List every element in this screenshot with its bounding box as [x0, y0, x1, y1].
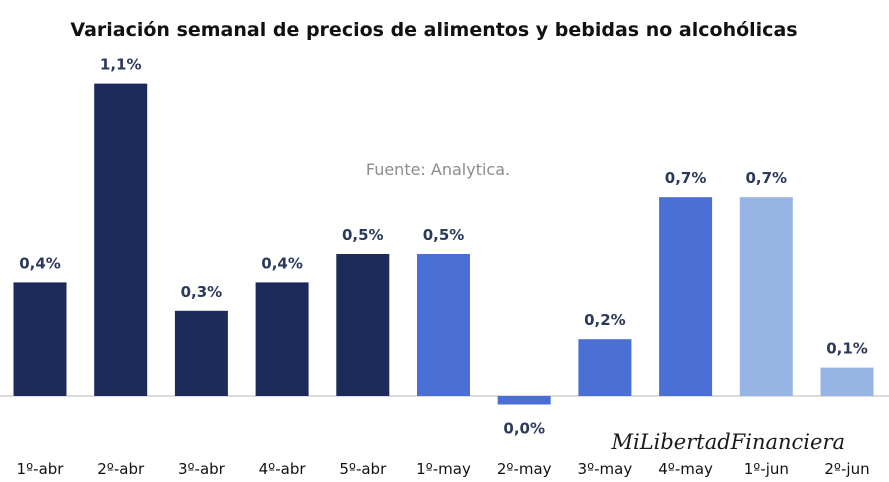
data-label-2: 1,1%	[100, 56, 142, 74]
bar-2	[94, 83, 148, 396]
bar-6	[417, 254, 470, 396]
x-tick-label-9: 4º-may	[658, 460, 713, 478]
data-label-8: 0,2%	[584, 311, 626, 329]
data-label-5: 0,5%	[342, 226, 384, 244]
bar-3	[174, 310, 228, 396]
watermark-signature: MiLibertadFinanciera	[610, 430, 845, 454]
bar-4	[255, 282, 309, 396]
data-label-1: 0,4%	[19, 254, 61, 272]
x-tick-label-11: 2º-jun	[824, 460, 869, 478]
x-tick-label-10: 1º-jun	[744, 460, 789, 478]
source-note: Fuente: Analytica.	[366, 160, 510, 179]
x-tick-label-2: 2º-abr	[97, 460, 145, 478]
x-tick-label-6: 1º-may	[416, 460, 471, 478]
x-tick-label-4: 4º-abr	[259, 460, 307, 478]
data-label-10: 0,7%	[745, 169, 787, 187]
bar-10	[739, 197, 793, 396]
x-tick-label-3: 3º-abr	[178, 460, 226, 478]
bar-11	[820, 367, 874, 396]
bar-9	[659, 197, 713, 396]
data-label-3: 0,3%	[181, 283, 223, 301]
bar-8	[578, 339, 632, 396]
x-tick-label-1: 1º-abr	[17, 460, 65, 478]
data-labels-group: 0,4% 1,1% 0,3% 0,4% 0,5% 0,5% 0,0% 0,2% 0,7% 0,7%…	[19, 56, 868, 438]
bar-1	[13, 282, 67, 396]
data-label-9: 0,7%	[665, 169, 707, 187]
data-label-11: 0,1%	[826, 340, 868, 358]
x-tick-label-8: 3º-may	[578, 460, 633, 478]
data-label-7: 0,0%	[503, 420, 545, 438]
data-label-4: 0,4%	[261, 254, 303, 272]
x-tick-label-7: 2º-may	[497, 460, 552, 478]
x-tick-labels-group: 1º-abr 2º-abr 3º-abr 4º-abr 5º-abr 1º-may 2º-m…	[17, 460, 870, 478]
bar-7	[497, 396, 551, 405]
bar-5	[336, 254, 390, 396]
data-label-6: 0,5%	[423, 226, 465, 244]
x-tick-label-5: 5º-abr	[339, 460, 387, 478]
bars-group	[13, 83, 874, 405]
chart-title: Variación semanal de precios de alimento…	[70, 19, 797, 41]
